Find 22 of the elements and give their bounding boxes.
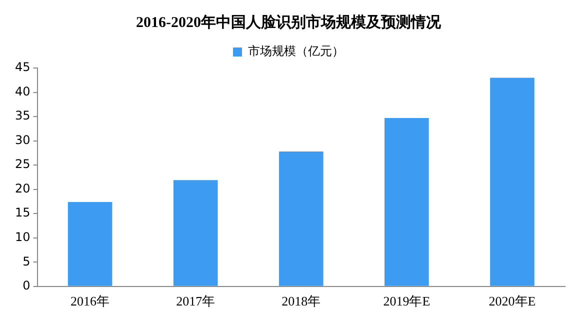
y-tick-label: 25 xyxy=(14,157,30,172)
y-tick-label: 10 xyxy=(14,230,30,244)
bar xyxy=(68,202,112,286)
y-tick-label: 45 xyxy=(14,60,30,74)
x-tick-label: 2020年E xyxy=(488,294,536,309)
y-tick-label: 40 xyxy=(14,84,30,98)
y-tick-label: 30 xyxy=(14,132,30,147)
y-tick-label: 0 xyxy=(22,278,30,293)
chart-title: 2016-2020年中国人脸识别市场规模及预测情况 xyxy=(136,12,442,31)
x-tick-label: 2016年 xyxy=(70,294,110,309)
bar xyxy=(384,118,429,286)
y-tick-label: 5 xyxy=(22,254,30,268)
bar xyxy=(490,78,534,286)
y-tick-label: 35 xyxy=(14,108,30,123)
x-tick-label: 2019年E xyxy=(383,294,430,309)
y-tick-label: 20 xyxy=(14,181,30,196)
x-tick-label: 2018年 xyxy=(282,294,321,309)
bar xyxy=(278,151,324,286)
y-tick-label: 15 xyxy=(14,206,30,220)
x-tick-label: 2017年 xyxy=(176,294,216,309)
legend-label: 市场规模（亿元） xyxy=(248,44,344,58)
bar xyxy=(173,180,218,286)
